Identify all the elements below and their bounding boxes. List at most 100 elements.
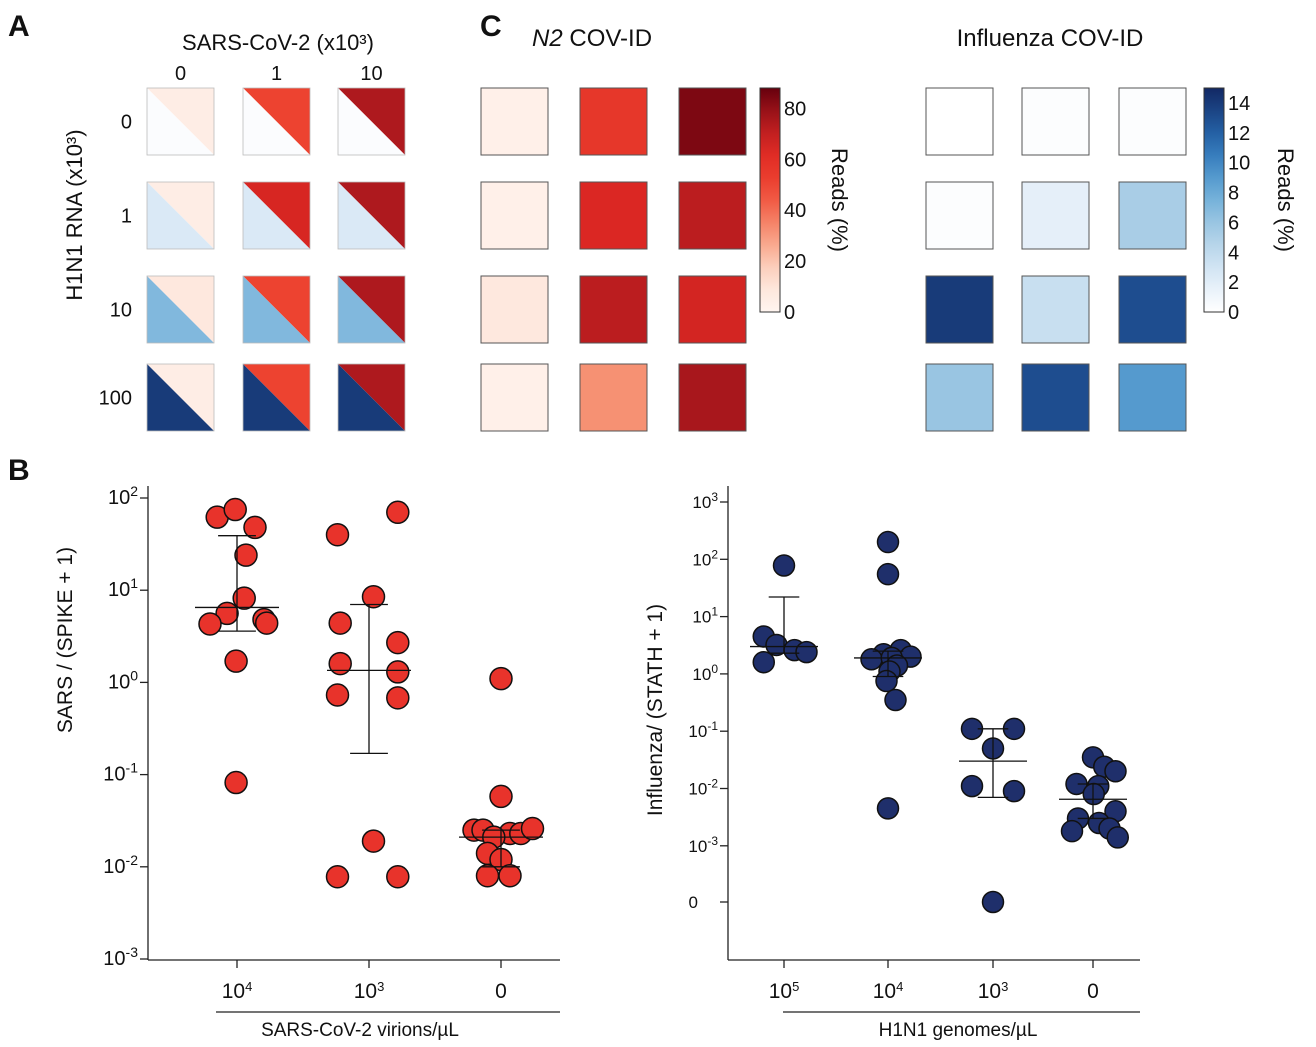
n2-heatmap-cell: [678, 87, 747, 156]
panel-a-cell-border: [146, 363, 215, 432]
n2-heatmap-cell: [678, 275, 747, 344]
influenza-scatter-point: [795, 640, 818, 664]
influenza-scatter-y-tick-label: 103: [692, 490, 718, 512]
panel-a-cell-border: [242, 275, 311, 344]
influenza-scatter-point: [981, 890, 1005, 914]
sars-scatter-point: [361, 829, 386, 853]
influenza-colorbar-tick: 8: [1228, 183, 1239, 205]
n2-heatmap-cell: [579, 87, 648, 156]
panel-a-row-label: 1: [121, 206, 132, 228]
influenza-scatter-point: [752, 650, 775, 674]
influenza-scatter-point: [876, 797, 900, 820]
n2-colorbar-tick: 40: [784, 200, 806, 222]
influenza-scatter-y-tick-label: 102: [692, 547, 718, 569]
sars-scatter-point: [328, 611, 352, 635]
n2-heatmap-cell: [480, 181, 549, 250]
panel-c-influenza-heatmap: Influenza COV-ID 0 2 4 6 8 10 12 14 Reads (%): [925, 25, 1298, 432]
influenza-heatmap-cell: [1021, 275, 1090, 344]
influenza-heatmap-cell: [925, 87, 994, 156]
panel-a-cell-border: [337, 275, 406, 344]
influenza-heatmap-cell: [1118, 181, 1187, 250]
influenza-heatmap-cell: [1118, 87, 1187, 156]
sars-scatter-x-tick-label: 103: [354, 979, 385, 1004]
n2-colorbar-label: Reads (%): [827, 148, 852, 252]
influenza-scatter-point: [876, 562, 900, 586]
panel-a-col-label: 10: [360, 63, 382, 85]
sars-scatter-point: [520, 816, 545, 841]
panel-a-cell-border: [242, 363, 311, 432]
n2-heatmap-cell: [480, 275, 549, 344]
sars-scatter-point: [361, 584, 386, 609]
panel-a-cell-influenza-half: [243, 364, 310, 431]
influenza-colorbar-tick: 2: [1228, 272, 1239, 294]
sars-scatter-point: [232, 586, 256, 610]
influenza-scatter-xlabel: H1N1 genomes/µL: [879, 1020, 1038, 1041]
sars-scatter-xlabel: SARS-CoV-2 virions/µL: [261, 1020, 459, 1041]
panel-c-n2-heatmap: N2 COV-ID 0 20 40 60 80 Reads (%): [480, 25, 852, 432]
panel-a-cell-border: [337, 87, 406, 156]
influenza-colorbar-tick: 6: [1228, 212, 1239, 234]
influenza-scatter-ylabel: Influenza/ (STATH + 1): [644, 604, 667, 816]
n2-colorbar-tick: 80: [784, 98, 806, 120]
sars-scatter-point: [198, 612, 222, 636]
influenza-scatter-point: [772, 554, 796, 577]
influenza-scatter-point: [860, 648, 883, 671]
panel-label-c: C: [480, 10, 502, 43]
sars-scatter-y-tick-label: 10-3: [103, 944, 138, 970]
influenza-colorbar-tick: 0: [1228, 302, 1239, 324]
panel-a-cell-influenza-half: [147, 88, 214, 155]
sars-scatter-point: [325, 522, 350, 547]
panel-a-cell-border: [337, 363, 406, 432]
panel-a-cell-influenza-half: [338, 276, 405, 343]
n2-heatmap-cell: [579, 275, 648, 344]
influenza-colorbar-tick: 12: [1228, 123, 1250, 145]
influenza-heatmap-cell: [925, 363, 994, 432]
influenza-scatter-point: [1104, 760, 1127, 783]
influenza-scatter-y-tick-label: 101: [692, 605, 718, 627]
panel-a-cell-border: [242, 181, 311, 250]
n2-colorbar: [759, 87, 781, 313]
influenza-scatter-point: [1002, 779, 1026, 803]
influenza-colorbar: [1203, 87, 1225, 313]
sars-scatter-y-tick-label: 10-2: [103, 852, 138, 878]
sars-scatter-y-tick-label: 10-1: [103, 760, 138, 786]
sars-scatter-point: [234, 543, 258, 567]
panel-label-a: A: [8, 10, 30, 43]
sars-scatter-point: [386, 864, 410, 889]
panel-b-sars-scatter: SARS / (SPIKE + 1) SARS-CoV-2 virions/µL…: [54, 483, 560, 1041]
panel-a-cell-influenza-half: [147, 182, 214, 249]
sars-scatter-point: [498, 863, 522, 888]
panel-a-title: SARS-CoV-2 (x10³): [182, 30, 374, 55]
n2-heatmap-cell: [480, 87, 549, 156]
panel-b-influenza-scatter: Influenza/ (STATH + 1) H1N1 genomes/µL 1…: [644, 486, 1140, 1041]
sars-scatter-point: [325, 864, 350, 889]
influenza-heatmap-cell: [1021, 87, 1090, 156]
n2-colorbar-tick: 0: [784, 302, 795, 324]
n2-heatmap-cell: [678, 181, 747, 250]
sars-scatter-point: [223, 497, 247, 522]
panel-a-col-label: 1: [271, 63, 282, 85]
influenza-scatter-x-tick-label: 103: [978, 979, 1009, 1004]
panel-a-cell-influenza-half: [338, 88, 405, 155]
influenza-colorbar-tick: 4: [1228, 242, 1239, 264]
influenza-scatter-y-tick-label: 10-1: [688, 719, 718, 741]
n2-colorbar-tick: 60: [784, 149, 806, 171]
panel-a-row-label: 0: [121, 112, 132, 134]
sars-scatter-point: [489, 784, 513, 809]
panel-a-row-label: 100: [99, 388, 132, 410]
sars-scatter-point: [325, 683, 350, 707]
influenza-heatmap-cell: [925, 275, 994, 344]
panel-a-cell-influenza-half: [338, 182, 405, 249]
panel-a-cell-influenza-half: [338, 364, 405, 431]
sars-scatter-point: [386, 660, 410, 684]
influenza-scatter-x-tick-label: 0: [1087, 980, 1099, 1003]
sars-scatter-point: [386, 630, 410, 655]
panel-a-cell-border: [242, 87, 311, 156]
panel-a-cell-border: [146, 181, 215, 250]
panel-a-cell-influenza-half: [243, 276, 310, 343]
n2-colorbar-tick: 20: [784, 251, 806, 273]
influenza-heatmap-title: Influenza COV-ID: [957, 25, 1144, 52]
influenza-scatter-y-zero-label: 0: [689, 893, 698, 912]
influenza-scatter-y-tick-label: 10-3: [688, 834, 718, 856]
